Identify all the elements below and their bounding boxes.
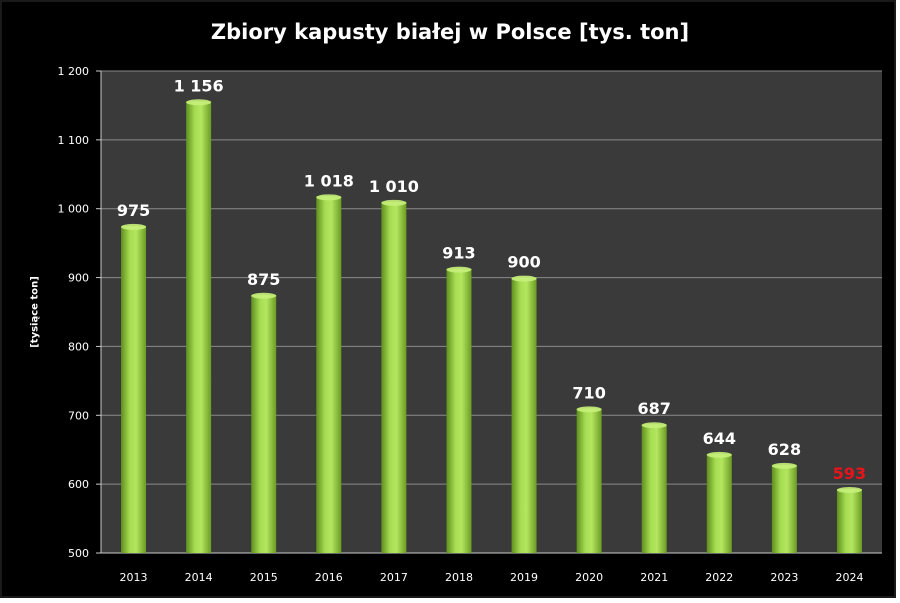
bar-top-highlight bbox=[771, 462, 797, 469]
x-tick-label: 2013 bbox=[120, 571, 148, 584]
bar-top-highlight bbox=[186, 99, 212, 106]
data-label: 710 bbox=[572, 383, 605, 402]
bar bbox=[121, 225, 147, 553]
bar bbox=[641, 424, 667, 553]
bar bbox=[771, 464, 797, 553]
x-tick-label: 2015 bbox=[250, 571, 278, 584]
x-tick-label: 2022 bbox=[705, 571, 733, 584]
bar bbox=[381, 201, 407, 554]
data-label: 628 bbox=[768, 440, 801, 459]
x-tick-label: 2024 bbox=[835, 571, 863, 584]
data-label: 593 bbox=[833, 464, 866, 483]
bar bbox=[511, 277, 537, 553]
bar bbox=[836, 488, 862, 553]
bar-top-highlight bbox=[381, 199, 407, 206]
y-tick-label: 600 bbox=[68, 478, 89, 491]
bar-top-highlight bbox=[706, 451, 732, 458]
bar-top-highlight bbox=[576, 406, 602, 413]
bar-top-highlight bbox=[641, 422, 667, 429]
data-label: 975 bbox=[117, 201, 150, 220]
bar-top-highlight bbox=[316, 194, 342, 201]
bar bbox=[706, 453, 732, 553]
x-tick-label: 2014 bbox=[185, 571, 213, 584]
bar bbox=[186, 101, 212, 553]
x-tick-label: 2023 bbox=[770, 571, 798, 584]
data-label: 875 bbox=[247, 270, 280, 289]
x-tick-label: 2021 bbox=[640, 571, 668, 584]
y-tick-label: 1 000 bbox=[58, 203, 90, 216]
data-label: 913 bbox=[442, 244, 475, 263]
bar bbox=[576, 408, 602, 553]
x-tick-label: 2016 bbox=[315, 571, 343, 584]
data-label: 687 bbox=[638, 399, 671, 418]
x-tick-label: 2018 bbox=[445, 571, 473, 584]
bar-top-highlight bbox=[446, 266, 472, 273]
data-label: 644 bbox=[703, 429, 736, 448]
data-label: 1 156 bbox=[174, 76, 224, 95]
y-tick-label: 1 200 bbox=[58, 65, 90, 78]
y-tick-label: 700 bbox=[68, 409, 89, 422]
y-tick-label: 800 bbox=[68, 340, 89, 353]
y-tick-label: 1 100 bbox=[58, 134, 90, 147]
chart-title: Zbiory kapusty białej w Polsce [tys. ton… bbox=[210, 20, 690, 44]
bar bbox=[446, 268, 472, 553]
bar-top-highlight bbox=[121, 223, 147, 230]
x-tick-label: 2017 bbox=[380, 571, 408, 584]
bar-top-highlight bbox=[836, 486, 862, 493]
bar bbox=[251, 294, 277, 553]
bar bbox=[316, 196, 342, 553]
y-tick-label: 500 bbox=[68, 547, 89, 560]
x-tick-label: 2019 bbox=[510, 571, 538, 584]
y-tick-label: 900 bbox=[68, 272, 89, 285]
data-label: 1 010 bbox=[369, 177, 419, 196]
data-label: 900 bbox=[507, 253, 540, 272]
data-label: 1 018 bbox=[304, 171, 354, 190]
bar-top-highlight bbox=[511, 275, 537, 282]
plot-area bbox=[101, 71, 882, 553]
bar-top-highlight bbox=[251, 292, 277, 299]
x-tick-label: 2020 bbox=[575, 571, 603, 584]
